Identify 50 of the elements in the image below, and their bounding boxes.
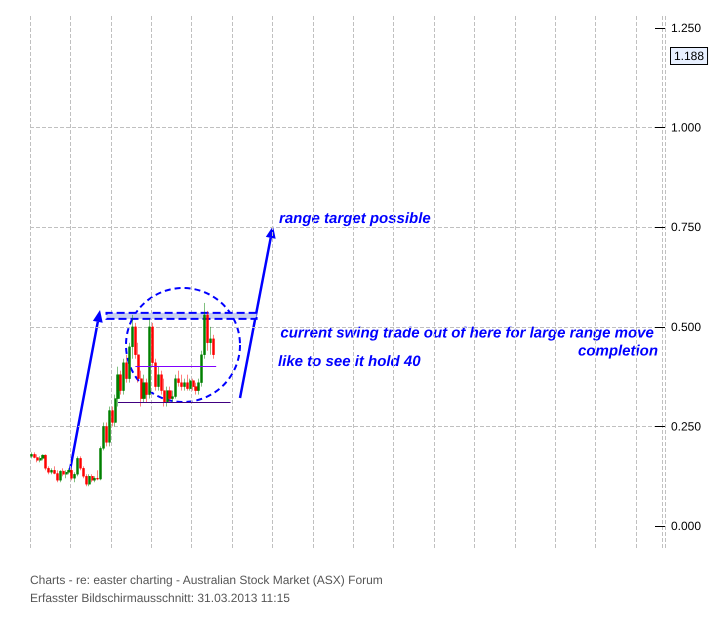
annotation: range target possible (279, 210, 431, 227)
candlestick (70, 468, 73, 481)
candlestick (180, 374, 183, 391)
candlestick (93, 476, 96, 483)
candlestick (148, 318, 151, 399)
candlestick (206, 310, 209, 351)
candlestick (177, 370, 180, 387)
candlestick (65, 470, 68, 479)
candlestick (108, 406, 111, 447)
y-tick-label: 0.000 (671, 519, 702, 534)
candlestick (122, 358, 125, 395)
candlestick (157, 366, 160, 391)
candlestick (189, 378, 192, 391)
candlestick (67, 468, 71, 475)
candlestick (168, 386, 172, 403)
candlestick (96, 470, 99, 481)
candlestick (111, 406, 114, 427)
candlestick (142, 374, 146, 403)
candlestick (194, 382, 198, 395)
candlestick (105, 422, 108, 447)
candlestick (209, 326, 212, 355)
candlestick (186, 374, 189, 391)
candlestick (125, 354, 128, 383)
candlestick (183, 378, 186, 391)
candlestick (39, 456, 42, 463)
candlestick (50, 468, 53, 475)
y-tick-label: 1.250 (671, 20, 702, 35)
candlestick (30, 452, 33, 459)
candlestick (56, 470, 59, 483)
y-tick-label: 0.750 (671, 220, 702, 234)
candlestick (41, 454, 45, 461)
y-tick-label: 1.000 (671, 120, 702, 135)
candlestick (166, 386, 169, 407)
candlestick (36, 454, 39, 463)
candlestick (119, 370, 122, 395)
candlestick (212, 334, 215, 359)
candlestick (33, 452, 36, 459)
candlestick (62, 468, 65, 477)
candlestick (145, 378, 148, 403)
candlestick (174, 374, 177, 399)
text: Erfasster Bildschirmausschnitt: 31.03.2013 11:15 (30, 591, 290, 605)
candlestick (91, 474, 94, 483)
y-tick-label: 0.250 (671, 419, 702, 434)
y-tick-label: 0.500 (671, 320, 702, 334)
candlestick (192, 378, 195, 391)
candlestick (88, 474, 91, 486)
text: 1.188 (674, 49, 704, 63)
text: Charts - re: easter charting - Australian Stock Market (ASX) Forum (30, 573, 383, 587)
candlestick (44, 454, 47, 471)
candlestick (59, 470, 62, 483)
